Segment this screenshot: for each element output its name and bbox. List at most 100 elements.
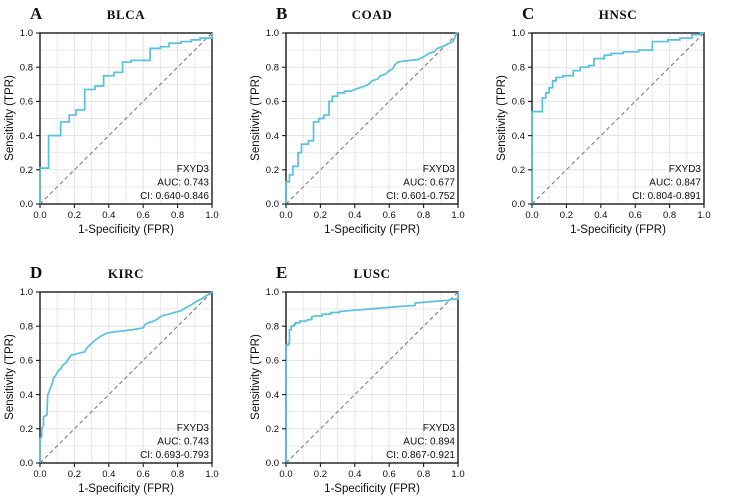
roc-curve — [39, 33, 213, 204]
y-tick-label: 0.8 — [266, 62, 279, 73]
y-tick-label: 0.4 — [266, 131, 279, 142]
x-tick-label: 0.8 — [171, 210, 184, 221]
x-tick-label: 0.2 — [560, 210, 573, 221]
y-tick-label: 0.8 — [266, 321, 279, 332]
diagonal-reference-line — [39, 32, 213, 205]
y-tick-label: 0.6 — [20, 356, 33, 367]
y-axis-label: Sensitivity (TPR) — [250, 75, 262, 161]
roc-panel: D KIRC 0.0 0.2 0.4 0.6 0.8 1.0 0.0 0.2 0.4 0.6 0.8… — [0, 261, 246, 496]
gene-label: FXYD3 — [669, 164, 702, 175]
x-tick-label: 0.8 — [663, 210, 676, 221]
y-axis-label: Sensitivity (TPR) — [4, 75, 16, 161]
x-tick-label: 0.2 — [68, 210, 81, 221]
x-tick-label: 0.0 — [279, 469, 292, 480]
y-tick-label: 0.2 — [20, 165, 33, 176]
roc-chart: A BLCA 0.0 0.2 0.4 0.6 0.8 1.0 0.0 0.2 0.4 0.6 0.8… — [4, 4, 219, 236]
panel-letter: D — [30, 263, 42, 282]
panel-title: COAD — [352, 7, 393, 22]
y-tick-label: 1.0 — [266, 28, 279, 39]
x-axis-label: 1-Specificity (FPR) — [324, 483, 420, 495]
y-axis-label: Sensitivity (TPR) — [4, 334, 16, 420]
diagonal-reference-line — [285, 291, 459, 464]
y-tick-label: 0.8 — [20, 321, 33, 332]
y-tick-label: 0.4 — [20, 390, 33, 401]
panel-title: HNSC — [599, 7, 638, 22]
x-tick-label: 0.8 — [171, 469, 184, 480]
auc-label: AUC: 0.743 — [157, 437, 209, 448]
axis-ticks: 0.0 0.2 0.4 0.6 0.8 1.0 0.0 0.2 0.4 0.6 0.8 1.0 — [266, 28, 465, 221]
x-tick-label: 0.0 — [33, 469, 46, 480]
y-tick-label: 0.0 — [20, 199, 33, 210]
roc-curve — [531, 32, 704, 204]
plot-area — [285, 291, 459, 464]
gene-label: FXYD3 — [177, 164, 210, 175]
diagonal-reference-line — [285, 32, 459, 205]
x-tick-label: 0.4 — [594, 210, 607, 221]
roc-chart: B COAD 0.0 0.2 0.4 0.6 0.8 1.0 0.0 0.2 0.4 0.6 0.8… — [250, 4, 465, 236]
y-axis-label: Sensitivity (TPR) — [496, 75, 508, 161]
auc-label: AUC: 0.894 — [403, 437, 455, 448]
y-tick-label: 0.2 — [20, 424, 33, 435]
y-tick-label: 0.0 — [266, 199, 279, 210]
roc-curve — [285, 32, 458, 204]
diagonal-reference-line — [39, 291, 213, 464]
auc-label: AUC: 0.847 — [649, 178, 701, 189]
x-tick-label: 1.0 — [205, 210, 218, 221]
y-tick-label: 0.4 — [512, 131, 525, 142]
gene-label: FXYD3 — [423, 423, 456, 434]
plot-area — [39, 32, 213, 205]
x-axis-label: 1-Specificity (FPR) — [570, 224, 666, 236]
x-tick-label: 0.4 — [102, 469, 115, 480]
x-tick-label: 0.4 — [102, 210, 115, 221]
roc-panel: B COAD 0.0 0.2 0.4 0.6 0.8 1.0 0.0 0.2 0.4 0.6 0.8… — [246, 2, 492, 242]
y-tick-label: 0.4 — [20, 131, 33, 142]
x-tick-label: 1.0 — [451, 469, 464, 480]
auc-label: AUC: 0.743 — [157, 178, 209, 189]
axis-ticks: 0.0 0.2 0.4 0.6 0.8 1.0 0.0 0.2 0.4 0.6 0.8 1.0 — [20, 287, 219, 480]
y-tick-label: 1.0 — [512, 28, 525, 39]
x-tick-label: 0.6 — [383, 469, 396, 480]
x-tick-label: 0.0 — [33, 210, 46, 221]
y-tick-label: 0.0 — [20, 458, 33, 469]
y-tick-label: 0.2 — [512, 165, 525, 176]
x-axis-label: 1-Specificity (FPR) — [324, 224, 420, 236]
y-tick-label: 0.2 — [266, 165, 279, 176]
panel-letter: C — [522, 4, 534, 23]
y-tick-label: 0.6 — [266, 356, 279, 367]
x-axis-label: 1-Specificity (FPR) — [78, 483, 174, 495]
y-tick-label: 1.0 — [266, 287, 279, 298]
y-tick-label: 0.4 — [266, 390, 279, 401]
y-tick-label: 0.6 — [20, 97, 33, 108]
plot-area — [531, 32, 705, 205]
roc-panel: C HNSC 0.0 0.2 0.4 0.6 0.8 1.0 0.0 0.2 0.4 0.6 0.8… — [492, 2, 738, 242]
y-tick-label: 1.0 — [20, 287, 33, 298]
panel-title: LUSC — [353, 266, 390, 281]
panel-letter: B — [276, 4, 287, 23]
roc-panel: E LUSC 0.0 0.2 0.4 0.6 0.8 1.0 0.0 0.2 0.4 0.6 0.8… — [246, 261, 492, 496]
ci-label: CI: 0.804-0.891 — [632, 191, 701, 202]
y-tick-label: 0.8 — [20, 62, 33, 73]
plot-border — [285, 32, 459, 205]
ci-label: CI: 0.693-0.793 — [140, 450, 209, 461]
roc-chart: D KIRC 0.0 0.2 0.4 0.6 0.8 1.0 0.0 0.2 0.4 0.6 0.8… — [4, 263, 219, 495]
plot-area — [39, 291, 213, 464]
x-tick-label: 0.6 — [137, 210, 150, 221]
axis-ticks: 0.0 0.2 0.4 0.6 0.8 1.0 0.0 0.2 0.4 0.6 0.8 1.0 — [512, 28, 711, 221]
x-tick-label: 0.2 — [314, 210, 327, 221]
plot-border — [39, 291, 213, 464]
x-tick-label: 0.4 — [348, 469, 361, 480]
roc-chart: E LUSC 0.0 0.2 0.4 0.6 0.8 1.0 0.0 0.2 0.4 0.6 0.8… — [250, 263, 465, 495]
x-tick-label: 0.0 — [525, 210, 538, 221]
x-axis-label: 1-Specificity (FPR) — [78, 224, 174, 236]
y-tick-label: 0.6 — [512, 97, 525, 108]
plot-border — [39, 32, 213, 205]
panel-letter: A — [30, 4, 43, 23]
panel-title: KIRC — [108, 266, 144, 281]
gene-label: FXYD3 — [177, 423, 210, 434]
x-tick-label: 1.0 — [697, 210, 710, 221]
x-tick-label: 0.6 — [629, 210, 642, 221]
diagonal-reference-line — [531, 32, 705, 205]
axis-ticks: 0.0 0.2 0.4 0.6 0.8 1.0 0.0 0.2 0.4 0.6 0.8 1.0 — [266, 287, 465, 480]
plot-area — [285, 32, 459, 205]
